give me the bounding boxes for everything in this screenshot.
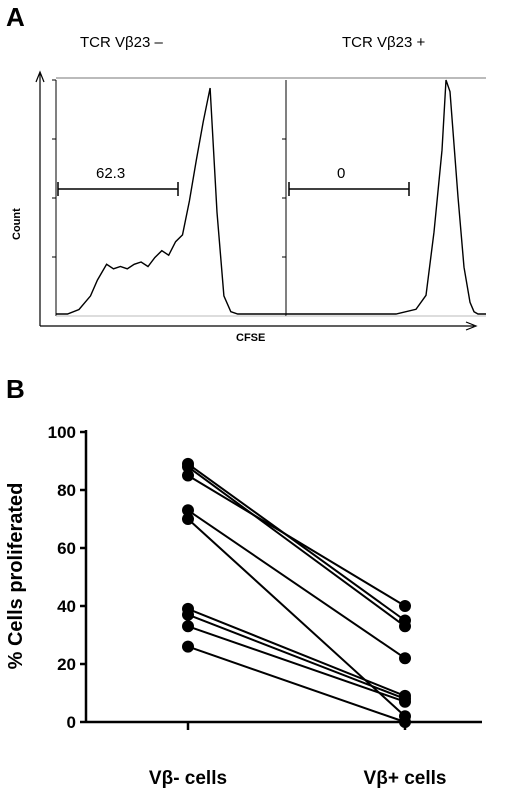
panel-a-y-axis	[35, 70, 45, 326]
panel-b-xticks: Vβ- cells Vβ+ cells	[149, 722, 447, 789]
x-category-label: Vβ- cells	[149, 768, 227, 789]
point-vb-plus	[399, 620, 411, 633]
gate-right-value: 0	[337, 165, 345, 182]
y-tick-label: 60	[57, 539, 76, 558]
y-tick-label: 40	[57, 597, 76, 616]
y-tick-label: 100	[48, 423, 76, 442]
pair-line	[187, 613, 406, 700]
y-tick-label: 0	[67, 713, 76, 732]
hist-left-title: TCR Vβ23 –	[80, 34, 163, 51]
y-tick-label: 80	[57, 481, 76, 500]
gate-left-value: 62.3	[96, 165, 125, 182]
hist-left-curve	[56, 87, 286, 315]
panel-a-letter: A	[6, 2, 25, 32]
point-vb-minus	[182, 513, 194, 525]
paired-sample	[182, 640, 411, 728]
pair-line	[187, 465, 406, 628]
paired-sample	[182, 513, 411, 723]
hist-left-frame	[52, 77, 286, 317]
pair-line	[187, 645, 406, 723]
x-category-label: Vβ+ cells	[364, 768, 447, 789]
pair-line	[187, 518, 406, 717]
gate-right	[288, 182, 410, 196]
paired-sample	[182, 460, 411, 633]
panel-b-yticks: 0 20 40 60 80 100	[48, 423, 86, 732]
point-vb-plus	[399, 652, 411, 665]
y-tick-label: 20	[57, 655, 76, 674]
point-vb-plus	[399, 716, 411, 728]
panel-b-axes	[84, 430, 482, 724]
paired-sample	[182, 620, 411, 708]
panel-b-pairs	[182, 457, 411, 728]
point-vb-minus	[182, 620, 194, 633]
pair-line	[187, 474, 406, 607]
point-vb-minus	[182, 469, 194, 482]
panel-a-ylabel: Count	[11, 208, 23, 240]
hist-right-frame	[282, 77, 486, 317]
paired-sample	[182, 469, 411, 612]
pair-line	[187, 625, 406, 703]
paired-sample	[182, 504, 411, 665]
pair-line	[187, 463, 406, 622]
point-vb-minus	[182, 460, 194, 473]
point-vb-plus	[399, 600, 411, 612]
pair-line	[187, 607, 406, 697]
point-vb-minus	[182, 504, 194, 517]
panel-b-letter: B	[6, 374, 25, 404]
pair-line	[187, 509, 406, 660]
point-vb-minus	[182, 608, 194, 621]
panel-b-ylabel: % Cells proliferated	[5, 483, 27, 670]
panel-a-xlabel: CFSE	[236, 332, 265, 344]
hist-right-title: TCR Vβ23 +	[342, 34, 425, 51]
point-vb-plus	[399, 695, 411, 708]
panel-a-x-axis	[40, 321, 478, 331]
hist-right-curve	[286, 79, 486, 315]
gate-left	[57, 182, 179, 196]
paired-sample	[182, 457, 411, 627]
point-vb-minus	[182, 640, 194, 653]
